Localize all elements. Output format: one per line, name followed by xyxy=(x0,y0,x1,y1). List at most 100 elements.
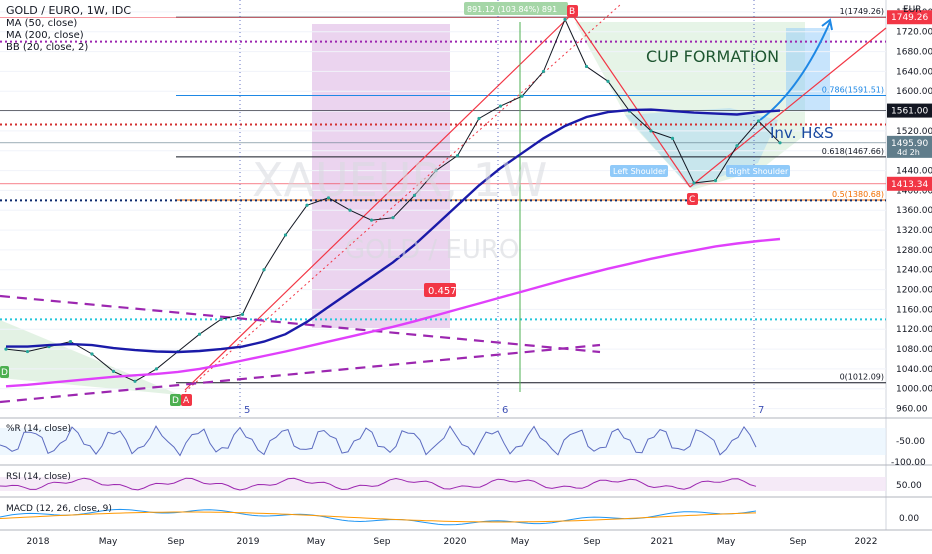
price-point[interactable] xyxy=(563,17,567,21)
ma200-line[interactable] xyxy=(5,237,781,388)
price-highlight-label: 1749.26 xyxy=(891,13,928,23)
macd-title[interactable]: MACD (12, 26, close, 9) xyxy=(6,504,112,514)
price-point[interactable] xyxy=(197,332,202,336)
price-point[interactable] xyxy=(778,141,782,145)
price-tick: 1320.00 xyxy=(896,226,932,236)
trend-up-line[interactable] xyxy=(184,13,573,391)
cycle-label: 5 xyxy=(244,405,250,416)
time-label: Sep xyxy=(584,537,601,547)
price-point[interactable] xyxy=(326,196,331,200)
target-zone xyxy=(786,28,830,110)
inv-hs-label: Inv. H&S xyxy=(770,124,834,142)
point-a-tag xyxy=(181,394,192,406)
indicator-ma50[interactable]: MA (50, close) xyxy=(6,18,77,29)
price-tick: 1080.00 xyxy=(896,345,932,355)
point-d2-label: D xyxy=(1,368,8,378)
price-point[interactable] xyxy=(68,340,73,344)
price-scale[interactable] xyxy=(886,0,932,530)
price-point[interactable] xyxy=(240,312,245,316)
macd-line[interactable] xyxy=(0,508,757,526)
chart-title: GOLD / EURO, 1W, IDC xyxy=(6,4,131,17)
price-point[interactable] xyxy=(541,69,546,74)
time-label: 2021 xyxy=(651,537,674,547)
price-point[interactable] xyxy=(90,352,94,356)
indicator-bb[interactable]: BB (20, close, 2) xyxy=(6,42,88,53)
price-tick: 1400.00 xyxy=(896,186,932,196)
price-point[interactable] xyxy=(4,347,8,351)
price-point[interactable] xyxy=(25,349,30,354)
measure-label: 891.12 (103.84%) 891 xyxy=(467,5,557,14)
price-tick: 1200.00 xyxy=(896,286,932,296)
fib-label: 1(1749.26) xyxy=(840,7,884,16)
macd-tick: 0.00 xyxy=(899,514,919,524)
wr-tick-low: -100.00 xyxy=(891,458,926,468)
price-point[interactable] xyxy=(649,129,653,133)
left-shoulder-tag xyxy=(610,165,668,177)
wr-line[interactable] xyxy=(0,425,757,457)
purple-zone xyxy=(312,24,450,328)
projection-arrow[interactable] xyxy=(759,21,831,121)
left-shoulder-label: Left Shoulder xyxy=(613,167,667,176)
indicator-ma200[interactable]: MA (200, close) xyxy=(6,30,84,41)
time-label: Sep xyxy=(168,537,185,547)
rsi-title[interactable]: RSI (14, close) xyxy=(6,472,71,482)
rsi-tick: 50.00 xyxy=(896,481,922,491)
measure-tag xyxy=(464,2,568,15)
ma50-line[interactable] xyxy=(6,108,781,354)
time-label: Sep xyxy=(374,537,391,547)
main-pane[interactable] xyxy=(0,0,886,418)
price-point[interactable] xyxy=(498,104,503,108)
wr-title[interactable]: %R (14, close) xyxy=(6,424,71,434)
price-point[interactable] xyxy=(369,218,374,222)
price-highlight-tag[interactable] xyxy=(887,103,932,118)
price-highlight-tag[interactable] xyxy=(887,135,932,158)
price-point[interactable] xyxy=(756,119,761,123)
time-label: 2022 xyxy=(855,537,878,547)
rsi-line[interactable] xyxy=(0,477,757,491)
price-highlight-tag[interactable] xyxy=(887,176,932,191)
right-shoulder-label: Right Shoulder xyxy=(729,167,789,176)
trend-down-line[interactable] xyxy=(571,13,691,188)
price-point[interactable] xyxy=(412,193,417,197)
price-point[interactable] xyxy=(283,233,288,237)
price-point[interactable] xyxy=(111,369,116,373)
price-highlight-tag[interactable] xyxy=(887,10,932,25)
watermark-ticker: XAUEUR, 1W xyxy=(252,153,547,207)
price-point[interactable] xyxy=(692,181,696,185)
price-point[interactable] xyxy=(455,154,460,158)
wedge-upper-line[interactable] xyxy=(0,294,601,354)
price-point[interactable] xyxy=(477,116,481,121)
price-point[interactable] xyxy=(584,64,589,69)
price-point[interactable] xyxy=(348,208,352,212)
trend-recovery-line[interactable] xyxy=(689,27,887,188)
price-point[interactable] xyxy=(154,367,159,371)
price-point[interactable] xyxy=(713,178,718,183)
price-point[interactable] xyxy=(305,203,309,207)
price-point[interactable] xyxy=(434,168,438,173)
point-d-tag xyxy=(170,394,181,406)
right-shoulder-tag xyxy=(726,165,790,177)
price-point[interactable] xyxy=(133,379,137,383)
time-label: 2019 xyxy=(237,537,260,547)
price-point[interactable] xyxy=(391,216,395,220)
price-point[interactable] xyxy=(520,94,524,98)
time-label: 2020 xyxy=(444,537,467,547)
price-point[interactable] xyxy=(670,136,675,140)
price-point[interactable] xyxy=(735,144,739,148)
wedge-lower-line[interactable] xyxy=(0,343,601,404)
price-point[interactable] xyxy=(219,317,223,321)
time-label: May xyxy=(511,537,530,547)
price-point[interactable] xyxy=(606,79,610,83)
signal-line[interactable] xyxy=(0,511,757,523)
price-point[interactable] xyxy=(262,268,266,272)
price-tick: 1000.00 xyxy=(896,385,932,395)
rsi-band xyxy=(0,477,886,491)
price-tick: 1160.00 xyxy=(896,305,932,315)
price-tick: 1680.00 xyxy=(896,48,932,58)
time-label: May xyxy=(717,537,736,547)
price-tick: 1240.00 xyxy=(896,266,932,276)
trend-dotted-line[interactable] xyxy=(184,4,621,393)
ratio-label: 0.457 xyxy=(428,286,457,297)
